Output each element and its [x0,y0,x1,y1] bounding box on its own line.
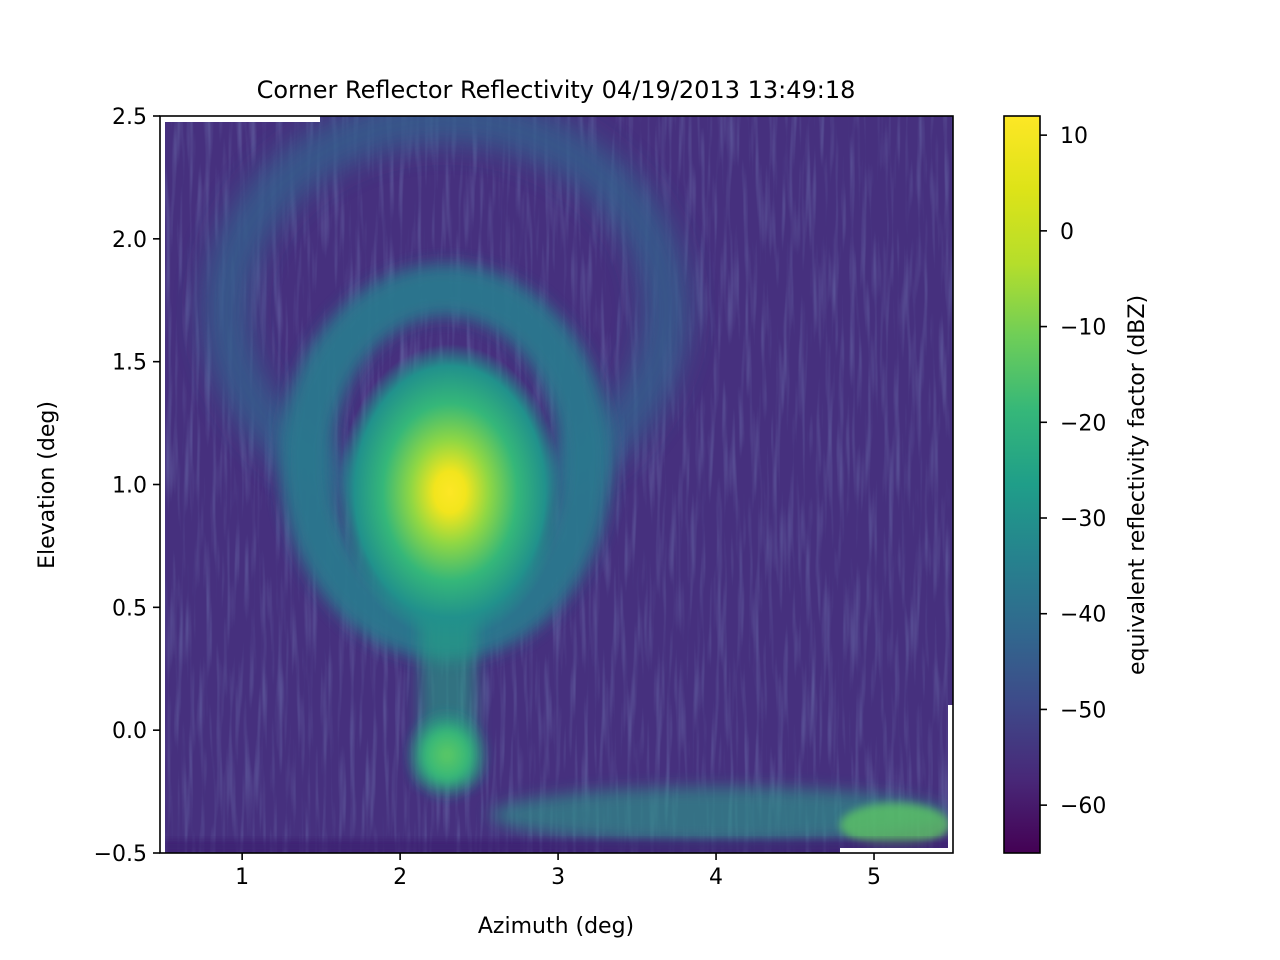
y-tick-label: 2.0 [112,228,147,253]
colorbar [1003,115,1041,854]
colorbar-tick-label: −50 [1060,698,1106,723]
colorbar-tick-label: −40 [1060,603,1106,628]
x-tick-label: 2 [393,865,407,890]
x-tick-label: 4 [709,865,723,890]
heatmap [160,116,953,853]
clutter-hotspot [840,803,950,847]
colorbar-tick-label: 10 [1060,124,1088,149]
colorbar-tick-label: −10 [1060,316,1106,341]
y-tick-label: −0.5 [94,842,147,867]
y-axis: −0.5 0.0 0.5 1.0 1.5 2.0 2.5 [94,105,160,867]
x-tick-label: 1 [235,865,249,890]
blank-edge-right [948,705,953,853]
colorbar-label: equivalent reflectivity factor (dBZ) [1125,295,1150,675]
x-tick-label: 3 [551,865,565,890]
y-tick-label: 0.0 [112,719,147,744]
main-lobe [338,344,562,640]
colorbar-tick-label: −60 [1060,794,1106,819]
blank-edge-left [160,116,165,853]
x-tick-label: 5 [867,865,881,890]
y-tick-label: 0.5 [112,596,147,621]
bottom-dark-band [160,840,953,853]
y-axis-label: Elevation (deg) [35,401,60,569]
blank-edge-top [160,116,320,122]
colorbar-tick-label: −30 [1060,507,1106,532]
x-axis-label: Azimuth (deg) [478,914,634,939]
ground-return [403,707,491,803]
x-axis: 1 2 3 4 5 [235,853,881,890]
clutter-band [490,787,950,843]
y-tick-label: 1.0 [112,474,147,499]
y-tick-label: 1.5 [112,351,147,376]
colorbar-axis: 10 0 −10 −20 −30 −40 −50 −60 [1040,124,1106,819]
colorbar-tick-label: −20 [1060,411,1106,436]
y-tick-label: 2.5 [112,105,147,130]
blank-edge-bottom [840,848,953,853]
colorbar-tick-label: 0 [1060,220,1074,245]
chart-title: Corner Reflector Reflectivity 04/19/2013… [257,76,856,104]
